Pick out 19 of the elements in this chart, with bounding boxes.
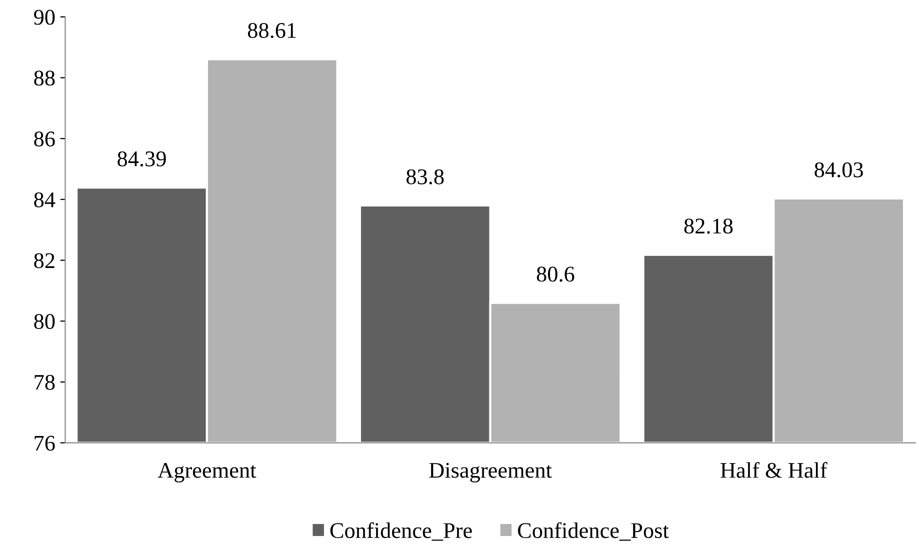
- y-tick-label: 86: [34, 131, 55, 146]
- x-tick-label: Half & Half: [720, 462, 828, 478]
- y-tick-label: 82: [34, 253, 54, 268]
- legend-label: Confidence_Post: [518, 522, 669, 541]
- x-tick-label: Disagreement: [429, 462, 552, 482]
- y-tick-label: 76: [34, 436, 55, 451]
- data-label: 82.18: [684, 218, 733, 234]
- data-label: 88.61: [248, 22, 296, 38]
- data-label: 83.8: [406, 169, 444, 184]
- y-tick-label: 90: [34, 10, 55, 25]
- data-label: 80.6: [536, 266, 574, 282]
- y-tick-label: 84: [34, 192, 56, 208]
- legend-label: Confidence_Pre: [330, 522, 472, 541]
- data-label: 84.03: [814, 162, 863, 178]
- y-tick-label: 78: [34, 374, 55, 390]
- y-tick-label: 80: [34, 314, 55, 330]
- data-label: 84.39: [118, 151, 166, 166]
- y-tick-label: 88: [34, 70, 55, 86]
- x-tick-label: Agreement: [158, 462, 256, 482]
